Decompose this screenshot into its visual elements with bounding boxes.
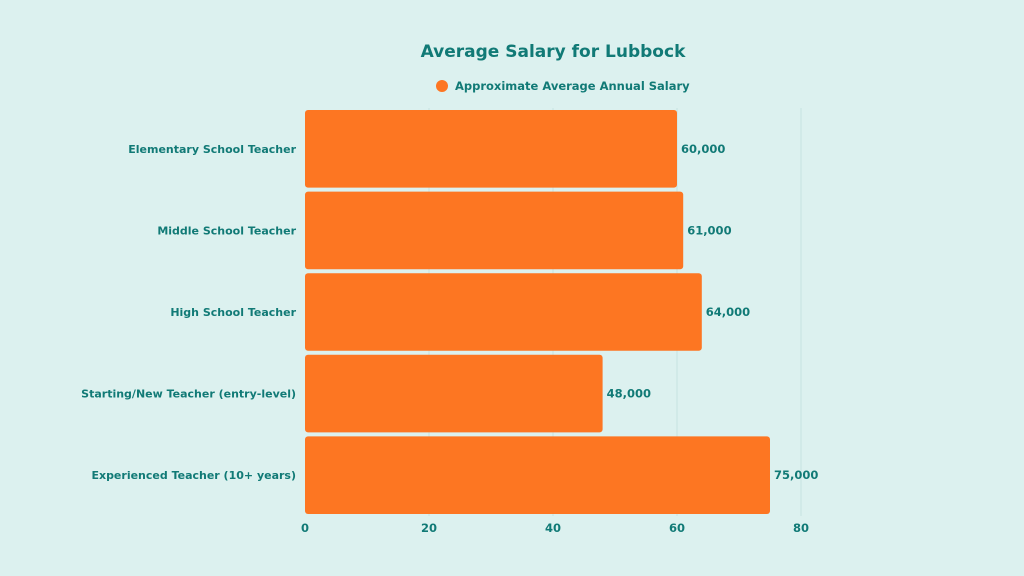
x-axis-ticks: 0 20 40 60 80	[301, 521, 809, 535]
legend-label: Approximate Average Annual Salary	[455, 79, 690, 93]
chart-title: Average Salary for Lubbock	[421, 42, 686, 62]
data-label: 75,000	[774, 468, 818, 482]
category-label: Experienced Teacher (10+ years)	[91, 469, 296, 482]
x-tick-label: 80	[793, 521, 809, 535]
x-tick-label: 40	[545, 521, 561, 535]
bar	[305, 110, 677, 188]
data-label: 48,000	[607, 387, 651, 401]
category-label: High School Teacher	[170, 306, 296, 319]
bars-layer	[305, 110, 770, 514]
legend: Approximate Average Annual Salary	[436, 79, 690, 93]
category-label: Middle School Teacher	[157, 224, 296, 237]
labels-layer: Elementary School Teacher 60,000 Middle Sc…	[81, 142, 818, 482]
bar	[305, 354, 603, 433]
x-tick-label: 60	[669, 521, 685, 535]
legend-marker	[436, 80, 448, 92]
category-label: Elementary School Teacher	[128, 143, 296, 156]
x-tick-label: 0	[301, 521, 309, 535]
data-label: 60,000	[681, 142, 725, 156]
x-tick-label: 20	[421, 521, 437, 535]
bar	[305, 191, 684, 270]
bar	[305, 436, 770, 514]
bar	[305, 273, 702, 351]
data-label: 61,000	[687, 223, 731, 237]
category-label: Starting/New Teacher (entry-level)	[81, 388, 296, 401]
data-label: 64,000	[706, 305, 750, 319]
